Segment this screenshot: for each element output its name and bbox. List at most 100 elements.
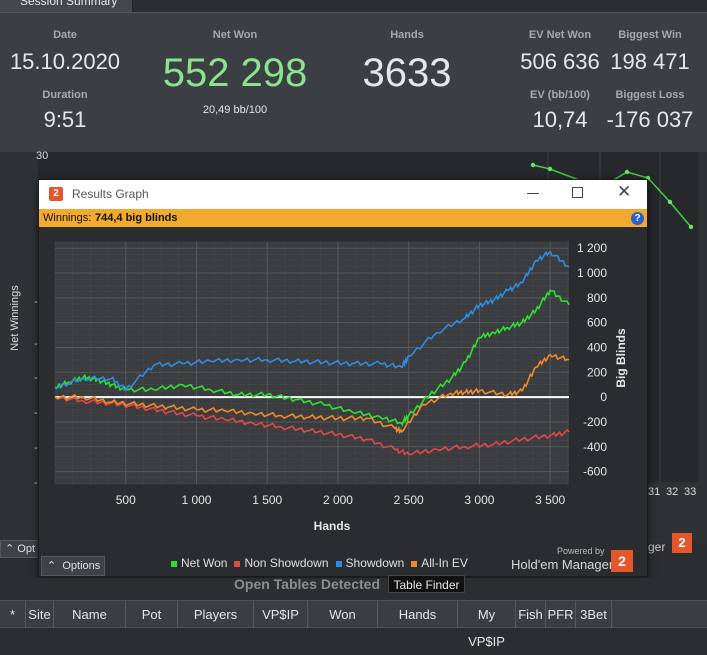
legend-swatch [411, 561, 418, 567]
bg-options-button[interactable]: ⌃ Opt [0, 540, 40, 558]
y-tick-label: 400 [587, 340, 607, 354]
series-line-net-won [54, 289, 570, 427]
winnings-label: Winnings: [43, 212, 92, 224]
bg-brand-badge-icon: 2 [672, 533, 692, 553]
table-finder-button[interactable]: Table Finder [388, 575, 465, 593]
legend-label: All-In EV [421, 556, 468, 570]
legend-item: Non Showdown [234, 556, 329, 570]
y-tick-label: 1 000 [577, 266, 607, 280]
ev-bb-label: EV (bb/100) [530, 89, 590, 101]
close-icon[interactable]: ✕ [617, 182, 632, 201]
duration-value: 9:51 [43, 107, 87, 132]
legend-swatch [234, 561, 241, 567]
x-tick-label: 500 [116, 493, 136, 507]
legend-label: Showdown [345, 556, 405, 570]
options-button[interactable]: ⌃ Options [41, 556, 105, 576]
x-tick-label: 1 500 [252, 493, 282, 507]
column-header[interactable]: Players [178, 601, 254, 628]
ev-net-won-label: EV Net Won [528, 29, 592, 41]
table-header-row: * Site Name Pot Players VP$IP Won Hands My VP$IP… [0, 600, 707, 649]
open-tables-title: Open Tables Detected [234, 576, 381, 592]
legend-item: Net Won [171, 556, 227, 570]
y-tick-label: -600 [583, 465, 607, 479]
chart-legend: Net Won Non Showdown Showdown All-In EV [171, 556, 475, 572]
maximize-icon[interactable] [572, 187, 583, 198]
bg-ytick: - [34, 407, 38, 419]
results-graph-chart: 500 1 000 1 500 2 000 2 500 3 000 3 500 1 200 1 … [54, 241, 628, 533]
date-value: 15.10.2020 [9, 49, 121, 74]
legend-label: Net Won [181, 556, 228, 570]
column-header[interactable]: My VP$IP [458, 601, 516, 649]
ev-bb-value: 10,74 [532, 107, 588, 132]
date-label: Date [53, 29, 77, 41]
window-title: Results Graph [72, 187, 149, 201]
legend-swatch [171, 561, 177, 567]
app-logo-icon: 2 [49, 187, 63, 201]
x-tick-label: 1 000 [181, 493, 211, 507]
y-tick-label: 200 [587, 365, 607, 379]
winnings-value: 744,4 big blinds [95, 212, 178, 224]
column-header[interactable]: * [0, 601, 26, 628]
y-tick-label: 600 [587, 316, 607, 330]
hands-value: 3633 [362, 51, 452, 95]
bg-ylabel: Net Winnings [9, 285, 21, 351]
column-header[interactable]: PFR [546, 601, 576, 628]
bg-point [547, 166, 553, 172]
y-tick-label: 1 200 [577, 241, 607, 255]
powered-by-label: Powered by [557, 546, 605, 556]
column-header[interactable]: Won [308, 601, 378, 628]
legend-label: Non Showdown [244, 556, 329, 570]
y-axis-label: Big Blinds [614, 328, 628, 388]
series-line-non-showdown [54, 395, 570, 456]
column-header[interactable]: Site [26, 601, 54, 628]
legend-swatch [335, 561, 342, 567]
y-tick-label: 0 [600, 390, 607, 404]
hands-label: Hands [390, 29, 424, 41]
hm2-brand-icon: 2 [611, 550, 633, 572]
column-header[interactable]: Pot [126, 601, 178, 628]
y-tick-label: 800 [587, 291, 607, 305]
biggest-win-label: Biggest Win [618, 29, 682, 41]
bg-point [688, 224, 694, 230]
minimize-icon[interactable] [527, 193, 539, 194]
tab-session-summary[interactable]: Session Summary [0, 0, 133, 12]
bg-point [530, 162, 536, 168]
x-axis-label: Hands [314, 519, 351, 533]
bg-point [624, 169, 630, 175]
net-won-value: 552 298 [162, 51, 308, 95]
bg-xtick: 31 [648, 486, 661, 498]
bg-ytick: - [34, 372, 38, 384]
bg-branding-text: ger [648, 540, 666, 554]
column-header[interactable]: VP$IP [254, 601, 308, 628]
x-tick-label: 2 500 [394, 493, 424, 507]
legend-item: Showdown [335, 556, 405, 570]
y-tick-label: -200 [583, 415, 607, 429]
column-header[interactable]: Hands [378, 601, 458, 628]
bg-ytick: - [34, 296, 38, 308]
bg-ytick: - [34, 338, 38, 350]
duration-label: Duration [42, 89, 88, 101]
biggest-loss-label: Biggest Loss [615, 89, 685, 101]
biggest-loss-value: -176 037 [606, 107, 694, 132]
column-header[interactable]: Name [54, 601, 126, 628]
ev-net-won-value: 506 636 [520, 49, 600, 74]
help-icon[interactable]: ? [631, 212, 644, 225]
session-summary-panel: Date 15.10.2020 Duration 9:51 Net Won 55… [0, 12, 707, 152]
net-won-label: Net Won [212, 29, 258, 41]
x-tick-label: 3 000 [464, 493, 494, 507]
bg-xtick: 33 [684, 486, 697, 498]
bg-xtick: 32 [666, 486, 679, 498]
bg-ytick: - [34, 477, 38, 489]
window-titlebar[interactable]: 2 Results Graph ✕ [39, 180, 647, 209]
series-line-all-in-ev [54, 353, 570, 435]
results-graph-window: 2 Results Graph ✕ Winnings: 744,4 big bl… [38, 179, 648, 577]
bg-ytick: - [34, 442, 38, 454]
bg-ytick-top: 30 [36, 150, 49, 162]
column-header[interactable]: Fish [516, 601, 546, 628]
column-header[interactable]: 3Bet [576, 601, 612, 628]
biggest-win-value: 198 471 [610, 49, 690, 74]
legend-item: All-In EV [411, 556, 468, 570]
y-tick-label: -400 [583, 440, 607, 454]
x-tick-label: 3 500 [535, 493, 565, 507]
net-won-bb-per-100: 20,49 bb/100 [202, 104, 268, 116]
